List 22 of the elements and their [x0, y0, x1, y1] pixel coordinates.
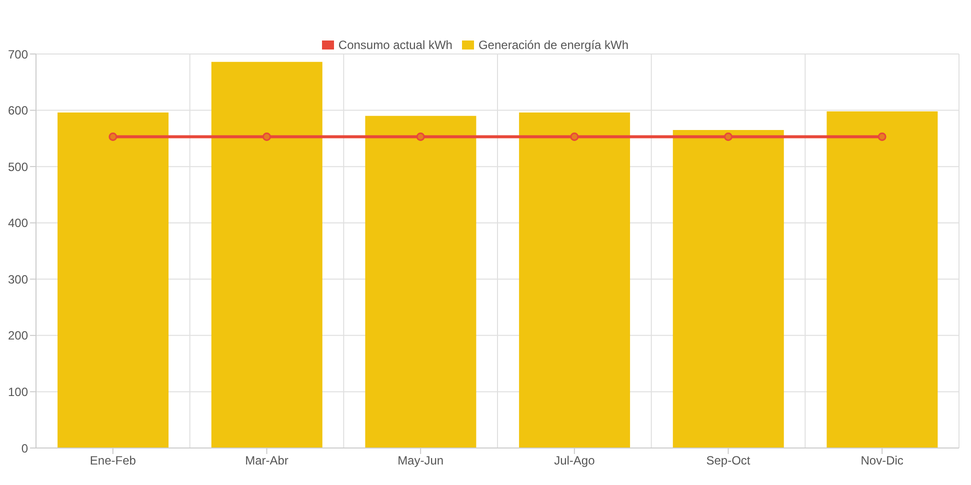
- x-tick-label: Sep-Oct: [706, 454, 751, 468]
- bar: [365, 116, 476, 448]
- legend-label: Consumo actual kWh: [338, 38, 452, 52]
- bar: [519, 112, 630, 448]
- y-tick-label: 600: [8, 104, 28, 118]
- legend-label: Generación de energía kWh: [478, 38, 629, 52]
- x-tick-label: Jul-Ago: [554, 454, 596, 468]
- x-tick-label: May-Jun: [398, 454, 444, 468]
- bar: [211, 62, 322, 448]
- y-tick-label: 300: [8, 272, 28, 286]
- bar: [58, 112, 169, 448]
- bar: [826, 111, 938, 448]
- bar: [672, 130, 784, 448]
- y-tick-label: 0: [21, 441, 28, 456]
- y-tick-label: 100: [8, 384, 28, 399]
- y-tick-label: 400: [8, 216, 28, 230]
- x-tick-label: Nov-Dic: [860, 454, 904, 468]
- x-tick-label: Mar-Abr: [245, 454, 288, 468]
- x-tick-label: Ene-Feb: [90, 454, 136, 468]
- y-tick-label: 700: [8, 47, 28, 62]
- y-tick-label: 200: [8, 328, 28, 343]
- y-tick-label: 500: [8, 160, 28, 174]
